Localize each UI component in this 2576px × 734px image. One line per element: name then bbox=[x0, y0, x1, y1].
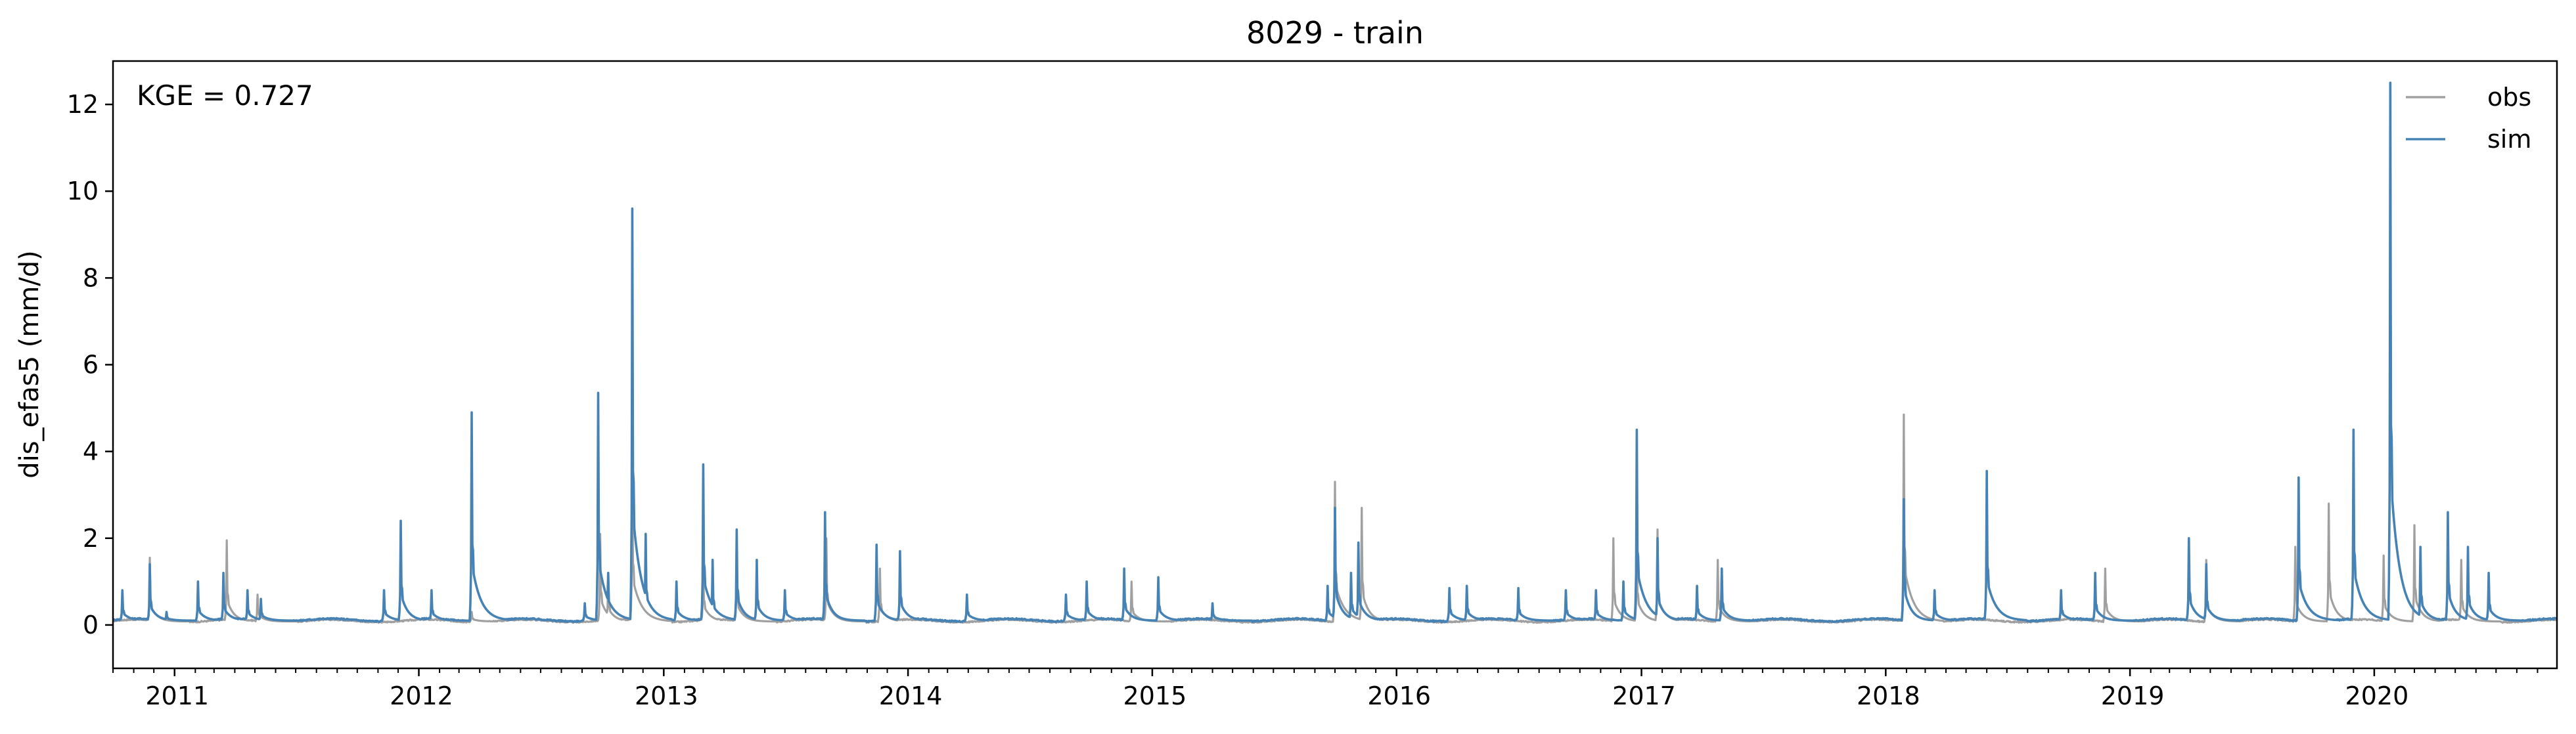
y-tick-label: 6 bbox=[83, 351, 99, 379]
x-tick-label: 2019 bbox=[2101, 681, 2165, 710]
x-tick-label: 2017 bbox=[1612, 681, 1676, 710]
legend-obs-label: obs bbox=[2487, 83, 2531, 112]
chart-title: 8029 - train bbox=[1246, 15, 1424, 51]
x-axis: 2011 2012 2013 2014 2015 2016 2017 2018 2019 2020 bbox=[112, 668, 2539, 710]
x-tick-label: 2015 bbox=[1123, 681, 1187, 710]
series-layer bbox=[113, 81, 2557, 624]
legend: obs sim bbox=[2406, 83, 2531, 154]
legend-sim-label: sim bbox=[2487, 125, 2531, 154]
y-axis-label: dis_efas5 (mm/d) bbox=[14, 250, 45, 479]
y-tick-label: 10 bbox=[67, 177, 99, 205]
x-tick-label: 2016 bbox=[1367, 681, 1431, 710]
y-tick-label: 2 bbox=[83, 524, 99, 553]
x-tick-label: 2012 bbox=[390, 681, 453, 710]
y-tick-label: 8 bbox=[83, 263, 99, 292]
x-tick-label: 2013 bbox=[635, 681, 698, 710]
x-tick-label: 2011 bbox=[145, 681, 209, 710]
x-tick-label: 2018 bbox=[1857, 681, 1920, 710]
x-tick-label: 2014 bbox=[879, 681, 943, 710]
y-tick-label: 12 bbox=[67, 90, 99, 119]
kge-annotation: KGE = 0.727 bbox=[137, 79, 313, 112]
y-axis: 0 2 4 6 8 10 12 bbox=[67, 90, 113, 639]
y-tick-label: 4 bbox=[83, 437, 99, 466]
x-tick-label: 2020 bbox=[2345, 681, 2409, 710]
series-line-sim bbox=[113, 81, 2557, 624]
y-tick-label: 0 bbox=[83, 611, 99, 639]
